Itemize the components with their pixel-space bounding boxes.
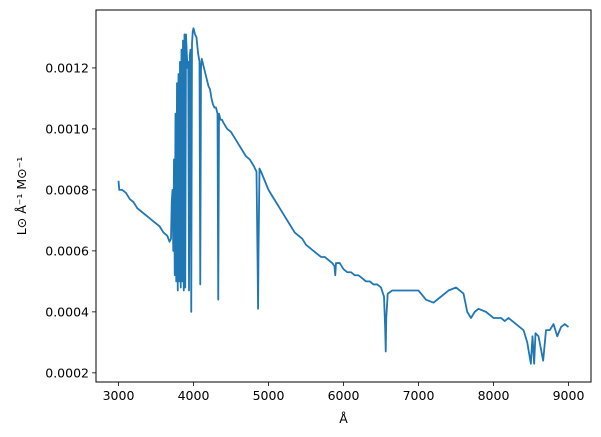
y-tick-label: 0.0012 [45,60,89,75]
series-layer [117,27,570,365]
x-tick-label: 8000 [478,388,510,403]
x-axis-label: Å [339,411,348,426]
x-tick-label: 5000 [253,388,285,403]
y-tick-label: 0.0008 [45,182,89,197]
y-axis-label: L⊙ Å⁻¹ M⊙⁻¹ [14,157,29,235]
y-tick-label: 0.0004 [45,304,89,319]
x-tick-label: 6000 [328,388,360,403]
x-tick-label: 9000 [553,388,585,403]
ticks-layer: 3000 4000 5000 6000 7000 8000 9000 0.0002 0.0004… [45,60,584,403]
x-tick-label: 3000 [103,388,135,403]
x-tick-label: 7000 [403,388,435,403]
y-tick-label: 0.0006 [45,243,89,258]
y-tick-label: 0.0002 [45,365,89,380]
x-tick-label: 4000 [178,388,210,403]
y-tick-label: 0.0010 [45,121,89,136]
spectrum-series-line [117,27,570,365]
plot-frame [95,9,592,383]
